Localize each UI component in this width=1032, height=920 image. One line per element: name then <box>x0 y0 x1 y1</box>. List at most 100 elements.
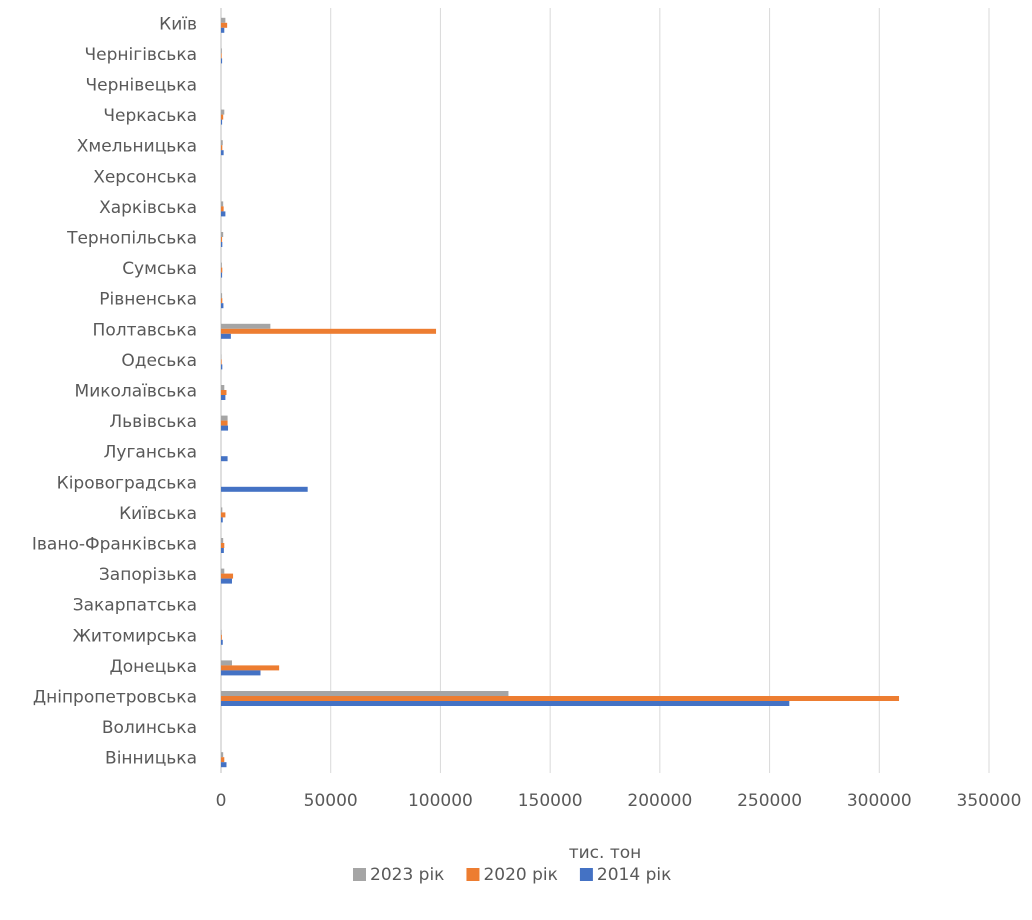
bar <box>221 267 223 273</box>
bar <box>221 359 222 365</box>
legend-swatch <box>466 868 480 881</box>
bar <box>221 517 223 523</box>
legend-label: 2014 рік <box>597 865 671 885</box>
bar <box>221 293 223 299</box>
bar <box>221 262 222 268</box>
bar <box>221 140 223 146</box>
bar <box>221 665 280 671</box>
bar <box>221 232 224 237</box>
category-label: Сумська <box>122 259 197 279</box>
category-label: Одеська <box>121 351 197 371</box>
bar <box>221 206 224 212</box>
bar <box>221 145 223 151</box>
bar <box>221 696 900 701</box>
bar <box>221 573 234 579</box>
bar <box>221 303 224 309</box>
bar <box>221 48 222 54</box>
bar <box>221 109 225 115</box>
category-label: Луганська <box>104 443 197 463</box>
bar <box>221 486 308 492</box>
category-label: Тернопільська <box>66 229 197 249</box>
bar <box>221 395 226 400</box>
bar <box>221 578 232 584</box>
category-label: Чернівецька <box>86 76 198 96</box>
bar <box>221 548 224 553</box>
bar <box>221 634 222 640</box>
bar <box>221 242 223 247</box>
category-labels: Вінницька Волинська Дніпропетровська Донець… <box>32 14 197 768</box>
bar <box>221 512 226 518</box>
category-label: Вінницька <box>105 749 197 769</box>
bar <box>221 543 225 548</box>
bar <box>221 201 224 207</box>
x-tick-label: 200000 <box>627 791 692 811</box>
bar <box>221 456 228 462</box>
bar <box>221 670 261 676</box>
category-label: Чернігівська <box>85 45 197 65</box>
category-label: Запорізька <box>99 565 197 585</box>
bar <box>221 390 227 395</box>
x-tick-label: 250000 <box>737 791 802 811</box>
bar <box>221 507 223 513</box>
bar <box>221 119 223 125</box>
bar <box>221 58 223 64</box>
bar <box>221 568 225 574</box>
bar <box>221 415 228 421</box>
category-label: Київ <box>159 14 197 34</box>
category-label: Київська <box>119 504 197 524</box>
bar <box>221 114 224 120</box>
bar <box>221 701 790 706</box>
bar <box>221 385 225 390</box>
bar <box>221 762 227 768</box>
bar <box>221 691 509 696</box>
category-label: Львівська <box>109 412 197 432</box>
legend-label: 2020 рік <box>483 865 557 885</box>
bar <box>221 660 232 666</box>
bar <box>221 420 228 426</box>
category-label: Івано-Франківська <box>32 535 197 555</box>
bar <box>221 22 228 28</box>
legend-item: 2014 рік <box>579 865 671 885</box>
bar <box>221 333 231 339</box>
legend-swatch <box>353 868 366 881</box>
bar <box>221 354 222 360</box>
bars <box>221 17 900 768</box>
legend: 2023 рік 2020 рік 2014 рік <box>353 865 671 885</box>
legend-item: 2020 рік <box>466 865 558 885</box>
category-label: Закарпатська <box>73 596 197 616</box>
bar <box>221 639 223 645</box>
bar <box>221 323 271 329</box>
category-label: Дніпропетровська <box>33 688 197 708</box>
category-label: Донецька <box>109 657 197 677</box>
bar <box>221 328 437 334</box>
legend-label: 2023 рік <box>370 865 444 885</box>
bar <box>221 298 223 304</box>
category-label: Харківська <box>99 198 197 218</box>
category-label: Полтавська <box>93 320 197 340</box>
bar <box>221 53 222 59</box>
bar <box>221 17 226 23</box>
tick-labels: 0 50000 100000 150000 200000 250000 300000 3500… <box>216 791 1022 811</box>
category-label: Миколаївська <box>75 382 197 402</box>
legend-swatch <box>579 868 593 881</box>
legend-item: 2023 рік <box>353 865 444 885</box>
bar <box>221 150 224 156</box>
x-tick-label: 0 <box>216 791 227 811</box>
bar <box>221 752 224 758</box>
category-label: Рівненська <box>99 290 197 310</box>
gridlines <box>220 8 990 773</box>
x-tick-label: 150000 <box>518 791 583 811</box>
x-axis-title: тис. тон <box>569 843 642 863</box>
bar <box>221 538 224 543</box>
category-label: Житомирська <box>73 626 197 646</box>
category-label: Херсонська <box>93 167 197 187</box>
category-label: Черкаська <box>103 106 197 126</box>
bar <box>221 757 225 763</box>
bar <box>221 272 223 278</box>
bar <box>221 27 225 33</box>
bar <box>221 237 223 242</box>
category-label: Кіровоградська <box>57 473 197 493</box>
bar <box>221 425 229 431</box>
x-tick-label: 300000 <box>847 791 912 811</box>
